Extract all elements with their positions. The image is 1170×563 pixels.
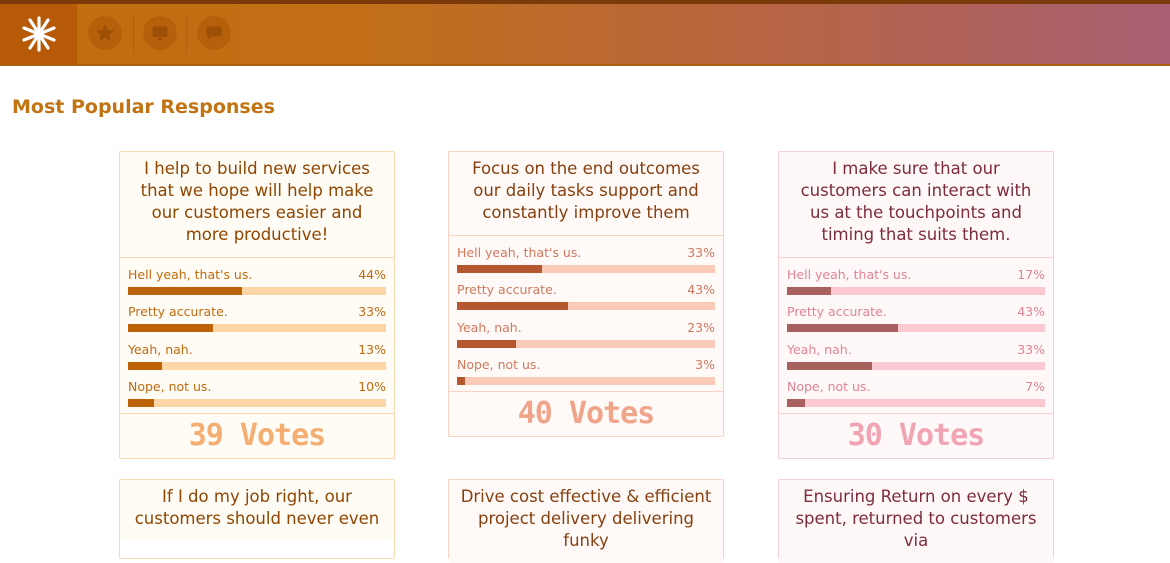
answer-row[interactable]: Pretty accurate. 43%: [457, 277, 715, 314]
answer-bar-track: [457, 339, 715, 348]
answer-bar-track: [457, 376, 715, 385]
screen-icon: [152, 26, 168, 41]
answer-label: Nope, not us.: [787, 378, 871, 394]
answer-bar-track: [457, 302, 715, 311]
answer-bar-track: [128, 324, 386, 333]
star-icon: [95, 23, 115, 42]
chat-bubble-icon: [206, 26, 222, 40]
nav-chat-button[interactable]: [197, 16, 231, 50]
answer-row[interactable]: Nope, not us. 10%: [128, 374, 386, 411]
vote-count: 40 Votes: [449, 392, 723, 437]
nav-separator: [133, 14, 134, 54]
answer-bar-fill: [787, 287, 831, 295]
answer-list: Hell yeah, that's us. 17% Pretty accurat…: [779, 258, 1053, 415]
answer-bar-fill: [457, 339, 517, 348]
answer-bar-track: [787, 287, 1045, 295]
answer-label: Pretty accurate.: [457, 282, 557, 298]
card-question: If I do my job right, our customers shou…: [120, 480, 394, 541]
answer-label: Hell yeah, that's us.: [128, 267, 253, 282]
answer-list: Hell yeah, that's us. 44% Pretty accurat…: [120, 258, 394, 415]
answer-percent: 43%: [1017, 304, 1045, 320]
answer-row[interactable]: Hell yeah, that's us. 33%: [457, 240, 715, 277]
response-card: I help to build new services that we hop…: [119, 151, 395, 460]
answer-row[interactable]: Pretty accurate. 43%: [787, 299, 1045, 336]
answer-bar-track: [457, 265, 715, 273]
answer-bar-fill: [787, 361, 873, 370]
card-question: Focus on the end outcomes our daily task…: [449, 152, 723, 236]
nav-screen-button[interactable]: [143, 16, 177, 50]
answer-row[interactable]: Yeah, nah. 23%: [457, 315, 715, 352]
answer-label: Hell yeah, that's us.: [457, 245, 582, 260]
answer-bar-track: [128, 287, 386, 295]
answer-bar-track: [128, 398, 386, 407]
answer-percent: 23%: [687, 319, 715, 335]
answer-bar-track: [128, 361, 386, 370]
answer-bar-fill: [787, 398, 806, 407]
answer-percent: 17%: [1017, 267, 1045, 282]
answer-label: Yeah, nah.: [128, 341, 193, 357]
answer-percent: 10%: [358, 378, 386, 394]
answer-label: Pretty accurate.: [787, 304, 887, 320]
answer-row[interactable]: Nope, not us. 3%: [457, 352, 715, 389]
answer-label: Yeah, nah.: [457, 319, 522, 335]
answer-percent: 7%: [1025, 378, 1045, 394]
answer-bar-fill: [457, 265, 543, 273]
answer-label: Nope, not us.: [128, 378, 212, 394]
response-card: I make sure that our customers can inter…: [778, 151, 1054, 460]
answer-percent: 33%: [1017, 341, 1045, 357]
answer-percent: 33%: [687, 245, 715, 260]
answer-bar-fill: [787, 324, 898, 333]
answer-row[interactable]: Hell yeah, that's us. 44%: [128, 262, 386, 299]
answer-label: Nope, not us.: [457, 356, 541, 372]
answer-row[interactable]: Nope, not us. 7%: [787, 374, 1045, 411]
answer-bar-track: [787, 361, 1045, 370]
answer-row[interactable]: Yeah, nah. 13%: [128, 337, 386, 374]
answer-percent: 33%: [358, 304, 386, 320]
card-question: Drive cost effective & efficient project…: [449, 480, 723, 563]
response-card: If I do my job right, our customers shou…: [119, 479, 395, 559]
answer-percent: 13%: [358, 341, 386, 357]
answer-percent: 3%: [695, 356, 715, 372]
answer-row[interactable]: Yeah, nah. 33%: [787, 337, 1045, 374]
home-logo-button[interactable]: [0, 4, 77, 64]
asterisk-logo-icon: [21, 16, 56, 52]
response-card: Focus on the end outcomes our daily task…: [448, 151, 724, 438]
answer-bar-fill: [128, 398, 154, 407]
answer-row[interactable]: Pretty accurate. 33%: [128, 299, 386, 336]
section-title: Most Popular Responses: [12, 96, 275, 118]
answer-label: Hell yeah, that's us.: [787, 267, 912, 282]
answer-bar-fill: [457, 302, 568, 311]
card-question: I help to build new services that we hop…: [120, 152, 394, 258]
answer-bar-track: [787, 398, 1045, 407]
answer-label: Yeah, nah.: [787, 341, 852, 357]
vote-count: 39 Votes: [120, 414, 394, 459]
response-card: Drive cost effective & efficient project…: [448, 479, 724, 563]
answer-bar-fill: [128, 324, 214, 333]
card-question: I make sure that our customers can inter…: [779, 152, 1053, 258]
answer-percent: 43%: [687, 282, 715, 298]
top-nav-bar: [0, 0, 1170, 66]
answer-label: Pretty accurate.: [128, 304, 228, 320]
vote-count: 30 Votes: [779, 414, 1053, 459]
answer-bar-fill: [128, 361, 162, 370]
nav-separator: [186, 14, 187, 54]
answer-bar-fill: [457, 376, 465, 385]
answer-list: Hell yeah, that's us. 33% Pretty accurat…: [449, 236, 723, 393]
answer-bar-fill: [128, 287, 242, 295]
nav-favorites-button[interactable]: [88, 16, 122, 50]
answer-bar-track: [787, 324, 1045, 333]
answer-row[interactable]: Hell yeah, that's us. 17%: [787, 262, 1045, 299]
card-question: Ensuring Return on every $ spent, return…: [779, 480, 1053, 563]
answer-percent: 44%: [358, 267, 386, 282]
response-card: Ensuring Return on every $ spent, return…: [778, 479, 1054, 563]
